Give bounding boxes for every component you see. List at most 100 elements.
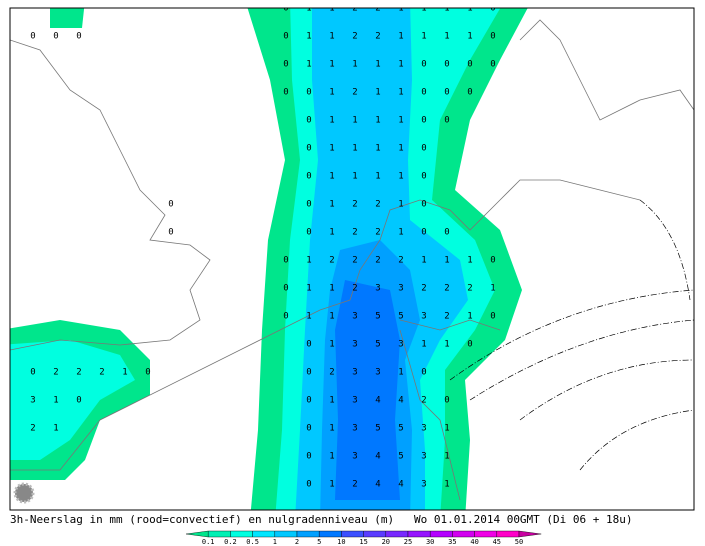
grid-value: 3 (352, 312, 357, 322)
grid-value: 2 (398, 256, 403, 266)
grid-value: 1 (329, 228, 334, 238)
grid-value: 0 (490, 256, 495, 266)
contour (579, 409, 694, 471)
grid-value: 1 (375, 60, 380, 70)
grid-value: 2 (375, 228, 380, 238)
grid-value: 1 (444, 480, 449, 490)
grid-value: 0 (421, 144, 426, 154)
grid-value: 3 (421, 480, 426, 490)
grid-value: 0 (145, 368, 150, 378)
legend-label: 2 (295, 538, 299, 546)
grid-value: 3 (398, 284, 403, 294)
coast-north (519, 19, 694, 121)
grid-value: 0 (421, 228, 426, 238)
precip-core (335, 280, 400, 500)
legend-swatch (407, 530, 431, 538)
legend-swatch (363, 530, 386, 538)
grid-value: 1 (329, 88, 334, 98)
value-grid: 0 1 1 2 2 1 1 1 1 0 0 0 0 0 1 1 2 2 1 1 1 1 0 0 1 1 1 1 1 0 0 0 0 0 0 1 2 1 1 0… (30, 4, 495, 490)
grid-value: 3 (352, 396, 357, 406)
grid-value: 1 (398, 228, 403, 238)
coast-continent (10, 179, 641, 471)
grid-value: 2 (30, 424, 35, 434)
grid-value: 3 (398, 340, 403, 350)
grid-value: 2 (352, 284, 357, 294)
grid-value: 0 (306, 452, 311, 462)
grid-value: 0 (444, 60, 449, 70)
grid-value: 1 (467, 32, 472, 42)
grid-value: 0 (490, 32, 495, 42)
border (399, 319, 501, 501)
grid-value: 1 (444, 452, 449, 462)
grid-value: 3 (421, 312, 426, 322)
legend-swatch (319, 530, 342, 538)
grid-value: 1 (398, 200, 403, 210)
grid-value: 1 (329, 480, 334, 490)
grid-value: 2 (421, 284, 426, 294)
grid-value: 5 (398, 424, 403, 434)
grid-value: 2 (329, 256, 334, 266)
grid-value: 1 (398, 4, 403, 14)
grid-value: 1 (467, 256, 472, 266)
caption: 3h-Neerslag in mm (rood=convectief) en n… (10, 513, 633, 526)
contour (449, 289, 694, 381)
legend-label: 30 (426, 538, 434, 546)
grid-value: 0 (421, 368, 426, 378)
grid-value: 1 (329, 340, 334, 350)
grid-value: 3 (30, 396, 35, 406)
grid-value: 2 (467, 284, 472, 294)
legend-swatch (185, 530, 209, 538)
legend-swatch (296, 530, 320, 538)
grid-value: 2 (375, 32, 380, 42)
grid-value: 1 (352, 60, 357, 70)
legend-swatch (430, 530, 453, 538)
grid-value: 0 (444, 88, 449, 98)
grid-value: 0 (421, 88, 426, 98)
grid-value: 2 (421, 396, 426, 406)
grid-value: 1 (329, 424, 334, 434)
grid-value: 1 (329, 312, 334, 322)
grid-value: 1 (398, 116, 403, 126)
coastlines (10, 19, 694, 501)
contour (469, 319, 694, 401)
grid-value: 1 (375, 116, 380, 126)
legend-swatch (496, 530, 520, 538)
grid-value: 4 (398, 396, 403, 406)
grid-value: 1 (352, 172, 357, 182)
precip-mid (10, 340, 135, 460)
legend-label: 1 (273, 538, 277, 546)
grid-value: 1 (329, 396, 334, 406)
grid-value: 1 (122, 368, 127, 378)
legend-swatch (252, 530, 275, 538)
grid-value: 1 (329, 144, 334, 154)
grid-value: 3 (352, 424, 357, 434)
legend-swatch (474, 530, 497, 538)
legend-swatch (518, 530, 542, 538)
grid-value: 1 (375, 88, 380, 98)
freezing-level (449, 199, 694, 471)
grid-value: 1 (306, 4, 311, 14)
grid-value: 0 (490, 4, 495, 14)
legend-label: 15 (359, 538, 367, 546)
grid-value: 1 (398, 172, 403, 182)
grid-value: 1 (467, 4, 472, 14)
grid-value: 1 (398, 144, 403, 154)
grid-value: 1 (329, 200, 334, 210)
grid-value: 1 (444, 256, 449, 266)
grid-value: 3 (352, 452, 357, 462)
grid-value: 2 (53, 368, 58, 378)
grid-value: 1 (53, 396, 58, 406)
legend-label: 35 (448, 538, 456, 546)
legend-label: 0.5 (246, 538, 259, 546)
precip-top-left (50, 8, 85, 28)
grid-value: 2 (329, 368, 334, 378)
grid-value: 0 (306, 368, 311, 378)
grid-value: 2 (352, 88, 357, 98)
grid-value: 1 (306, 284, 311, 294)
grid-value: 1 (398, 88, 403, 98)
grid-value: 0 (76, 396, 81, 406)
grid-value: 1 (306, 312, 311, 322)
loading-icon (13, 482, 35, 504)
grid-value: 4 (398, 480, 403, 490)
grid-value: 2 (444, 312, 449, 322)
